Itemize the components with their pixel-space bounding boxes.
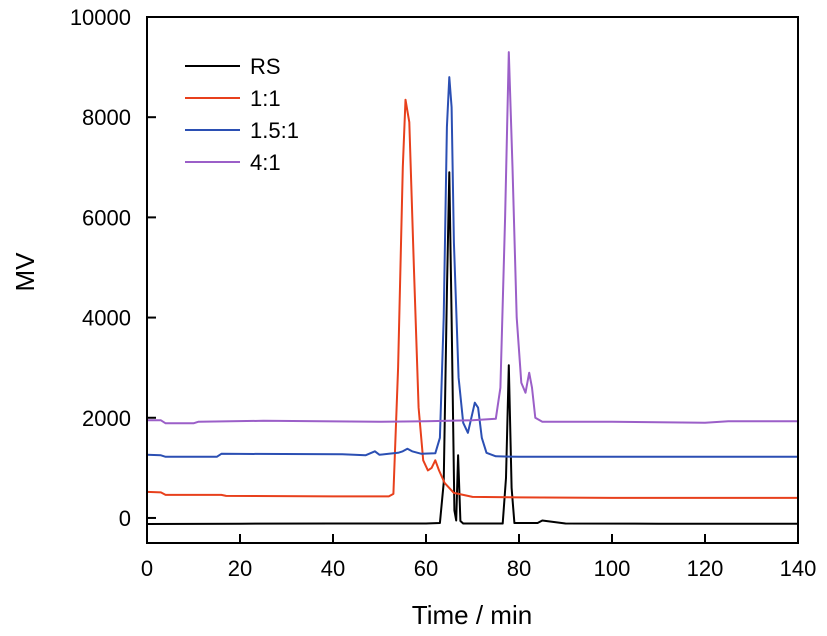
y-tick-label-5: 10000 [70,5,131,30]
y-tick-label-3: 6000 [82,205,131,230]
x-tick-label-7: 140 [780,556,817,581]
legend-label-1: 1:1 [250,86,281,111]
y-tick-label-4: 8000 [82,105,131,130]
y-axis-title: MV [10,252,40,292]
legend: RS 1:1 1.5:1 4:1 [185,54,299,175]
series-line-2 [146,76,798,458]
y-axis: 0 2000 4000 6000 8000 10000 [70,5,156,531]
x-axis-title: Time / min [412,600,532,630]
y-tick-label-1: 2000 [82,406,131,431]
y-tick-label-0: 0 [119,506,131,531]
series-line-3 [147,51,798,425]
legend-label-0: RS [250,54,281,79]
x-tick-label-5: 100 [594,556,631,581]
x-axis: 0 20 40 60 80 100 120 140 [141,534,816,581]
plot-frame [146,16,799,544]
series-line-0 [146,171,798,525]
series-lines [146,51,798,525]
legend-label-3: 4:1 [250,150,281,175]
x-tick-label-4: 80 [507,556,531,581]
series-line-1 [146,98,798,499]
x-tick-label-2: 40 [321,556,345,581]
x-tick-label-6: 120 [687,556,724,581]
x-tick-label-0: 0 [141,556,153,581]
y-tick-label-2: 4000 [82,306,131,331]
x-tick-label-1: 20 [228,556,252,581]
legend-label-2: 1.5:1 [250,118,299,143]
x-tick-label-3: 60 [414,556,438,581]
